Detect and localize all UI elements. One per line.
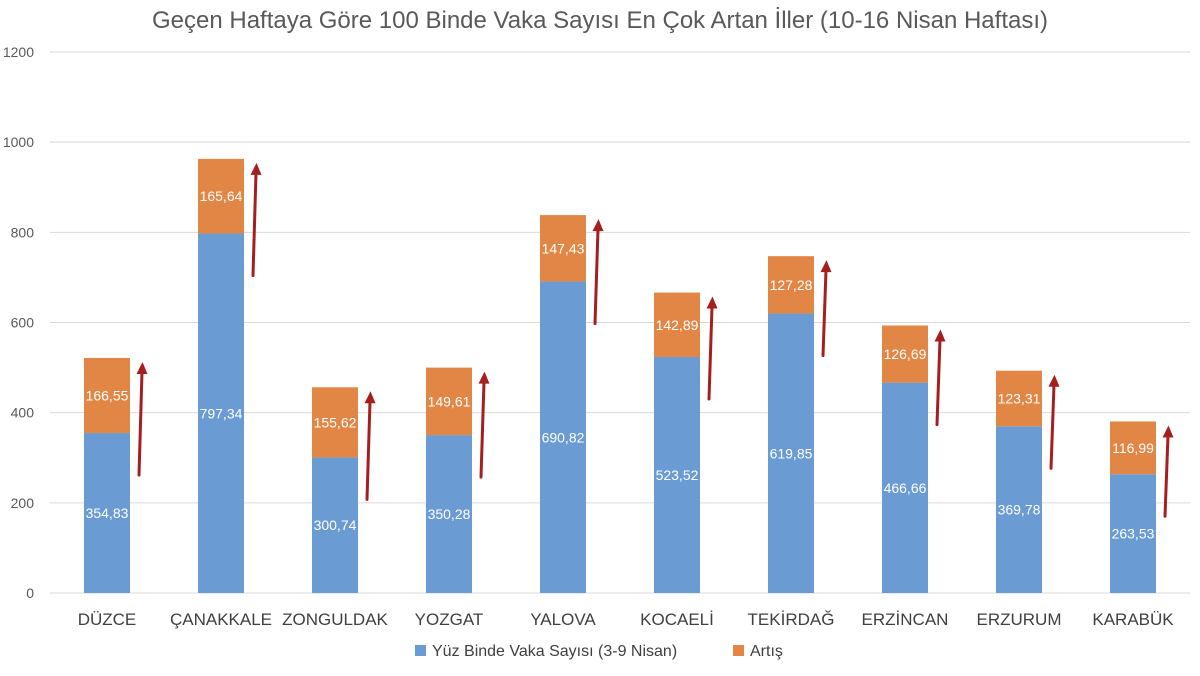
increase-arrows <box>136 162 1174 518</box>
y-tick-label: 1200 <box>3 44 34 60</box>
up-arrow-icon <box>364 391 376 501</box>
up-arrow-icon <box>1048 374 1060 470</box>
x-category-label: KARABÜK <box>1092 610 1174 629</box>
legend-label-base: Yüz Binde Vaka Sayısı (3-9 Nisan) <box>432 643 677 660</box>
up-arrow-icon <box>820 260 832 358</box>
chart-title: Geçen Haftaya Göre 100 Binde Vaka Sayısı… <box>152 7 1048 34</box>
x-category-label: KOCAELİ <box>640 610 714 629</box>
x-axis-categories: DÜZCE ÇANAKKALE ZONGULDAK YOZGAT YALOVA KOCAE… <box>78 610 1175 629</box>
data-label-base: 263,53 <box>1112 526 1155 542</box>
data-label-increase: 123,31 <box>998 390 1041 406</box>
data-label-base: 369,78 <box>998 502 1041 518</box>
y-tick-label: 800 <box>11 224 35 240</box>
data-label-base: 300,74 <box>314 517 357 533</box>
bar-increase-3 <box>426 367 472 436</box>
bar-base-9 <box>1110 474 1156 593</box>
x-category-label: DÜZCE <box>78 610 137 629</box>
bar-base-7 <box>882 382 928 593</box>
data-label-base: 690,82 <box>542 429 585 445</box>
data-label-base: 797,34 <box>200 405 243 421</box>
bar-increase-9 <box>1110 421 1156 475</box>
legend-label-increase: Artış <box>750 643 783 660</box>
data-label-increase: 155,62 <box>314 414 357 430</box>
data-label-increase: 126,69 <box>884 346 927 362</box>
bars <box>84 158 1156 594</box>
data-label-increase: 166,55 <box>86 387 129 403</box>
bar-base-6 <box>768 313 814 593</box>
y-tick-label: 600 <box>11 315 35 331</box>
legend-swatch-increase <box>733 645 744 656</box>
bar-increase-5 <box>654 292 700 357</box>
bar-base-0 <box>84 433 130 593</box>
bar-increase-0 <box>84 357 130 434</box>
legend-swatch-base <box>415 645 426 656</box>
up-arrow-icon <box>250 162 262 278</box>
up-arrow-icon <box>592 219 604 326</box>
up-arrow-icon <box>478 371 490 479</box>
bar-base-5 <box>654 356 700 593</box>
bar-base-3 <box>426 435 472 593</box>
y-tick-label: 400 <box>11 405 35 421</box>
bar-base-2 <box>312 457 358 593</box>
y-axis-ticks: 0 200 400 600 800 1000 1200 <box>3 44 34 601</box>
data-label-increase: 149,61 <box>428 393 471 409</box>
y-tick-label: 200 <box>11 495 35 511</box>
data-label-increase: 116,99 <box>1112 440 1154 456</box>
y-tick-label: 1000 <box>3 134 34 150</box>
data-label-increase: 142,89 <box>656 317 699 333</box>
data-label-base: 466,66 <box>884 480 927 496</box>
bar-base-8 <box>996 426 1042 593</box>
x-category-label: ZONGULDAK <box>282 610 388 629</box>
x-category-label: ERZİNCAN <box>862 610 949 629</box>
bar-increase-7 <box>882 325 928 383</box>
legend: Yüz Binde Vaka Sayısı (3-9 Nisan) Artış <box>415 643 783 660</box>
bar-base-4 <box>540 281 586 593</box>
bar-increase-8 <box>996 370 1042 427</box>
data-labels: 354,83 166,55 797,34 165,64 300,74 155,62 350,… <box>86 188 1155 541</box>
data-label-base: 523,52 <box>656 467 699 483</box>
x-category-label: YOZGAT <box>415 610 484 629</box>
data-label-base: 619,85 <box>770 445 813 461</box>
data-label-increase: 165,64 <box>200 188 243 204</box>
bar-increase-2 <box>312 387 358 458</box>
up-arrow-icon <box>136 361 148 477</box>
data-label-base: 350,28 <box>428 506 471 522</box>
data-label-increase: 127,28 <box>770 277 813 293</box>
bar-increase-4 <box>540 215 586 282</box>
up-arrow-icon <box>934 329 946 427</box>
data-label-increase: 147,43 <box>542 240 585 256</box>
x-category-label: ÇANAKKALE <box>170 610 272 629</box>
y-tick-label: 0 <box>26 585 34 601</box>
x-category-label: TEKİRDAĞ <box>748 610 835 629</box>
x-category-label: ERZURUM <box>977 610 1062 629</box>
x-category-label: YALOVA <box>530 610 596 629</box>
bar-increase-6 <box>768 256 814 314</box>
up-arrow-icon <box>1162 425 1174 518</box>
bar-increase-1 <box>198 158 244 234</box>
bar-base-1 <box>198 233 244 594</box>
data-label-base: 354,83 <box>86 505 129 521</box>
up-arrow-icon <box>706 296 718 401</box>
